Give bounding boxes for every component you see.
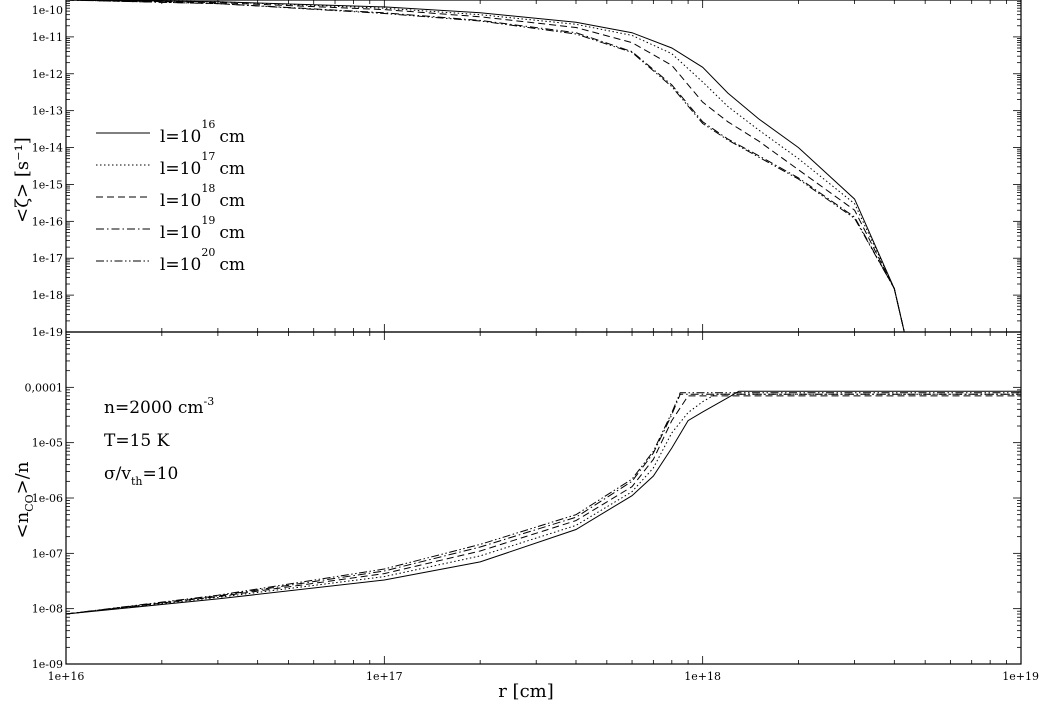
bottom-y-tick-labels: 1e-09 1e-08 1e-07 1e-06 1e-05 0,0001 [25, 381, 64, 671]
x-tick-labels: 1e+16 1e+17 1e+18 1e+19 [48, 670, 1039, 683]
bottom-y-tick-label: 1e-05 [32, 437, 63, 450]
x-tick-label: 1e+18 [684, 670, 721, 683]
bottom-series-line-1 [65, 390, 1021, 615]
annotations: n=2000 cm-3 T=15 K σ/vth=10 [104, 395, 214, 488]
bottom-plot-frame [65, 331, 1022, 665]
legend: l=1016cm l=1017cm l=1018cm l=1019cm l=1020cm [96, 118, 245, 275]
top-series-group [65, 0, 905, 333]
bottom-ticks [65, 331, 1022, 665]
top-ticks [65, 0, 1022, 333]
top-y-tick-label: 1e-19 [32, 326, 63, 339]
annotation-3: σ/vth=10 [104, 464, 178, 488]
x-axis-title: r [cm] [498, 681, 554, 702]
annotation-1: n=2000 cm-3 [104, 395, 214, 418]
top-series-line-2 [65, 0, 905, 333]
top-series-line-5 [65, 0, 905, 333]
bottom-y-tick-label: 0,0001 [25, 381, 64, 394]
bottom-series-line-4 [65, 393, 1021, 615]
bottom-series-line-2 [65, 393, 1021, 615]
x-tick-label: 1e+17 [366, 670, 403, 683]
bottom-series-group [65, 390, 1021, 615]
legend-label-5: l=1020cm [160, 246, 245, 275]
legend-label-3: l=1018cm [160, 182, 245, 211]
top-y-tick-label: 1e-15 [32, 178, 63, 191]
bottom-y-axis-title: <nCO>/n [12, 461, 36, 538]
bottom-y-axis-title-tail: >/n [12, 461, 33, 494]
top-y-tick-label: 1e-14 [32, 142, 63, 155]
top-y-tick-label: 1e-12 [32, 68, 63, 81]
top-y-tick-label: 1e-16 [32, 215, 63, 228]
bottom-y-tick-label: 1e-08 [32, 603, 63, 616]
top-y-tick-label: 1e-18 [32, 289, 63, 302]
bottom-y-axis-title-main: <n [12, 511, 33, 538]
bottom-series-line-3 [65, 395, 1021, 615]
bottom-series-line-5 [65, 392, 1021, 615]
bottom-y-tick-label: 1e-09 [32, 658, 63, 671]
top-y-tick-label: 1e-11 [32, 31, 63, 44]
x-tick-label: 1e+16 [48, 670, 85, 683]
top-plot-frame [65, 0, 1022, 333]
annotation-2: T=15 K [104, 431, 170, 451]
top-y-tick-label: 1e-13 [32, 105, 63, 118]
top-panel: 1e-10 1e-11 1e-12 1e-13 1e-14 1e-15 1e-16 1e-17… [12, 0, 1022, 339]
top-y-axis-title: <ζ> [s⁻¹] [12, 137, 33, 223]
top-series-line-1 [65, 0, 905, 333]
legend-label-4: l=1019cm [160, 214, 245, 243]
bottom-y-tick-label: 1e-07 [32, 547, 63, 560]
x-tick-label: 1e+19 [1002, 670, 1039, 683]
top-series-line-4 [65, 0, 905, 333]
top-series-line-3 [65, 0, 905, 333]
top-y-tick-label: 1e-17 [32, 252, 63, 265]
bottom-y-axis-title-sub: CO [23, 494, 36, 511]
top-y-tick-labels: 1e-10 1e-11 1e-12 1e-13 1e-14 1e-15 1e-16 1e-17… [32, 4, 63, 339]
bottom-y-tick-label: 1e-06 [32, 492, 63, 505]
legend-label-1: l=1016cm [160, 118, 245, 147]
legend-label-2: l=1017cm [160, 150, 245, 179]
top-y-tick-label: 1e-10 [32, 4, 63, 17]
